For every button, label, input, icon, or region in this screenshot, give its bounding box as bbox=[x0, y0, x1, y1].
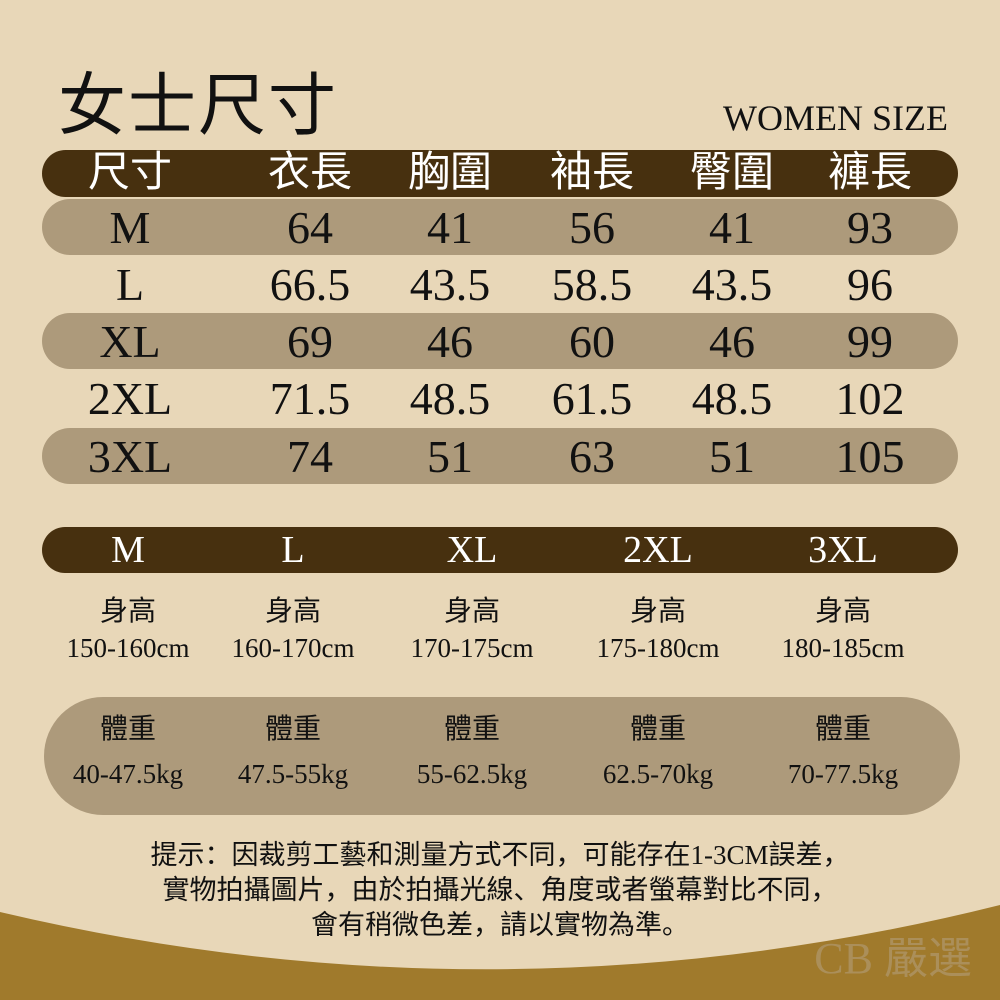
weight-value: 40-47.5kg bbox=[72, 759, 184, 789]
table-cell: 48.5 bbox=[409, 373, 491, 424]
height-value: 150-160cm bbox=[66, 633, 190, 663]
weight-panel bbox=[44, 697, 960, 815]
recommend-size-bar: M L XL 2XL 3XL bbox=[42, 527, 958, 573]
size-label: 3XL bbox=[808, 529, 878, 571]
height-label: 身高 bbox=[99, 596, 157, 627]
weight-value: 70-77.5kg bbox=[787, 759, 899, 789]
table-cell: XL bbox=[99, 316, 161, 367]
weight-value: 62.5-70kg bbox=[602, 759, 714, 789]
weight-label: 體重 bbox=[814, 714, 872, 745]
note-line: 實物拍攝圖片，由於拍攝光線、角度或者螢幕對比不同， bbox=[162, 875, 838, 905]
column-header: 臀圍 bbox=[689, 150, 775, 196]
table-cell: 3XL bbox=[87, 431, 173, 482]
weight-label: 體重 bbox=[443, 714, 501, 745]
table-cell: 96 bbox=[847, 259, 893, 310]
height-label: 身高 bbox=[814, 596, 872, 627]
table-cell: 93 bbox=[847, 202, 893, 253]
weight-value: 55-62.5kg bbox=[416, 759, 528, 789]
table-cell: 99 bbox=[847, 316, 893, 367]
height-value: 175-180cm bbox=[596, 633, 720, 663]
table-cell: L bbox=[115, 259, 145, 310]
table-cell: 41 bbox=[709, 202, 755, 253]
height-label: 身高 bbox=[443, 596, 501, 627]
table-cell: 43.5 bbox=[409, 259, 491, 310]
table-cell: 74 bbox=[287, 431, 333, 482]
size-label: XL bbox=[446, 529, 498, 571]
column-header: 袖長 bbox=[549, 150, 635, 196]
weight-label: 體重 bbox=[629, 714, 687, 745]
table-cell: M bbox=[109, 202, 151, 253]
table-cell: 56 bbox=[569, 202, 615, 253]
table-cell: 51 bbox=[709, 431, 755, 482]
watermark: CB 嚴選 bbox=[814, 934, 972, 983]
row-band bbox=[42, 428, 958, 484]
row-band bbox=[42, 199, 958, 255]
size-label: 2XL bbox=[623, 529, 693, 571]
weight-value: 47.5-55kg bbox=[237, 759, 349, 789]
height-value: 170-175cm bbox=[410, 633, 534, 663]
table-cell: 61.5 bbox=[551, 373, 633, 424]
column-header: 衣長 bbox=[267, 150, 353, 196]
table-row: 3XL 74 51 63 51 105 bbox=[0, 428, 1000, 485]
size-label: L bbox=[281, 529, 305, 571]
table-cell: 63 bbox=[569, 431, 615, 482]
weight-label: 體重 bbox=[264, 714, 322, 745]
table-cell: 58.5 bbox=[551, 259, 633, 310]
table-cell: 46 bbox=[427, 316, 473, 367]
table-cell: 2XL bbox=[87, 373, 173, 424]
table-row: M 64 41 56 41 93 bbox=[0, 199, 1000, 256]
size-table-header: 尺寸 衣長 胸圍 袖長 臀圍 褲長 bbox=[42, 150, 958, 197]
page-subtitle: WOMEN SIZE bbox=[723, 98, 948, 138]
height-value: 160-170cm bbox=[231, 633, 355, 663]
disclaimer-note: 提示：因裁剪工藝和測量方式不同，可能存在1-3CM誤差， 實物拍攝圖片，由於拍攝… bbox=[0, 838, 1000, 943]
note-line: 提示：因裁剪工藝和測量方式不同，可能存在1-3CM誤差， bbox=[150, 840, 850, 870]
table-cell: 66.5 bbox=[269, 259, 351, 310]
note-line: 會有稍微色差，請以實物為準。 bbox=[311, 910, 689, 940]
table-cell: 41 bbox=[427, 202, 473, 253]
table-row: L 66.5 43.5 58.5 43.5 96 bbox=[0, 256, 1000, 313]
table-cell: 48.5 bbox=[691, 373, 773, 424]
table-cell: 69 bbox=[287, 316, 333, 367]
column-header: 褲長 bbox=[827, 150, 913, 196]
height-value: 180-185cm bbox=[781, 633, 905, 663]
row-band bbox=[42, 313, 958, 369]
table-cell: 60 bbox=[569, 316, 615, 367]
table-cell: 71.5 bbox=[269, 373, 351, 424]
height-label: 身高 bbox=[629, 596, 687, 627]
column-header: 尺寸 bbox=[87, 150, 173, 196]
table-cell: 105 bbox=[835, 431, 905, 482]
weight-label: 體重 bbox=[99, 714, 157, 745]
table-row: 2XL 71.5 48.5 61.5 48.5 102 bbox=[0, 370, 1000, 427]
table-cell: 46 bbox=[709, 316, 755, 367]
table-cell: 64 bbox=[287, 202, 333, 253]
page-title: 女士尺寸 bbox=[58, 68, 339, 144]
table-row: XL 69 46 60 46 99 bbox=[0, 313, 1000, 370]
height-label: 身高 bbox=[264, 596, 322, 627]
table-cell: 43.5 bbox=[691, 259, 773, 310]
table-cell: 102 bbox=[835, 373, 905, 424]
size-label: M bbox=[111, 529, 145, 571]
column-header: 胸圍 bbox=[407, 150, 493, 196]
bottom-wave-shape bbox=[0, 905, 1000, 1000]
table-cell: 51 bbox=[427, 431, 473, 482]
